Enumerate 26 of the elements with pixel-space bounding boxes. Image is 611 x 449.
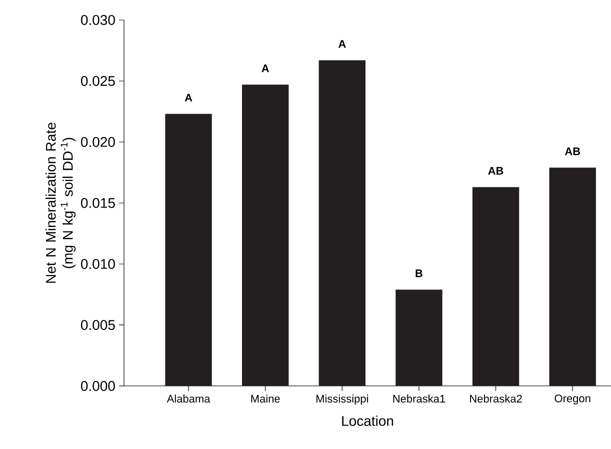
- annotation: A: [338, 40, 346, 48]
- y-tick-label: 0.005: [80, 320, 115, 330]
- x-tick-label: Mississippi: [316, 394, 368, 405]
- x-tick-label: Alabama: [166, 394, 210, 403]
- bar: [549, 168, 596, 386]
- y-tick-label: 0.025: [80, 76, 115, 86]
- x-tick-label: Nebraska1: [393, 394, 446, 403]
- y-tick-label: 0.030: [80, 15, 115, 25]
- y-tick-label: 0.010: [80, 259, 115, 269]
- annotation: AB: [488, 167, 504, 175]
- bar: [472, 187, 520, 386]
- annotation: B: [416, 270, 422, 278]
- bar: [242, 84, 289, 386]
- y-tick-label: 0.020: [80, 137, 115, 147]
- annotation: AB: [564, 148, 580, 156]
- y-tick-label: 0.015: [80, 198, 115, 208]
- annotation: A: [262, 64, 270, 72]
- bar: [318, 60, 366, 386]
- x-tick-label: Maine: [251, 394, 280, 403]
- x-tick-label: Nebraska2: [470, 394, 522, 403]
- bar: [165, 114, 212, 386]
- x-tick-label: Oregon: [554, 394, 590, 404]
- bar: [396, 290, 442, 386]
- annotation: A: [184, 94, 192, 102]
- y-tick-label: 0.000: [80, 381, 115, 391]
- x-axis-title: Location: [342, 416, 394, 426]
